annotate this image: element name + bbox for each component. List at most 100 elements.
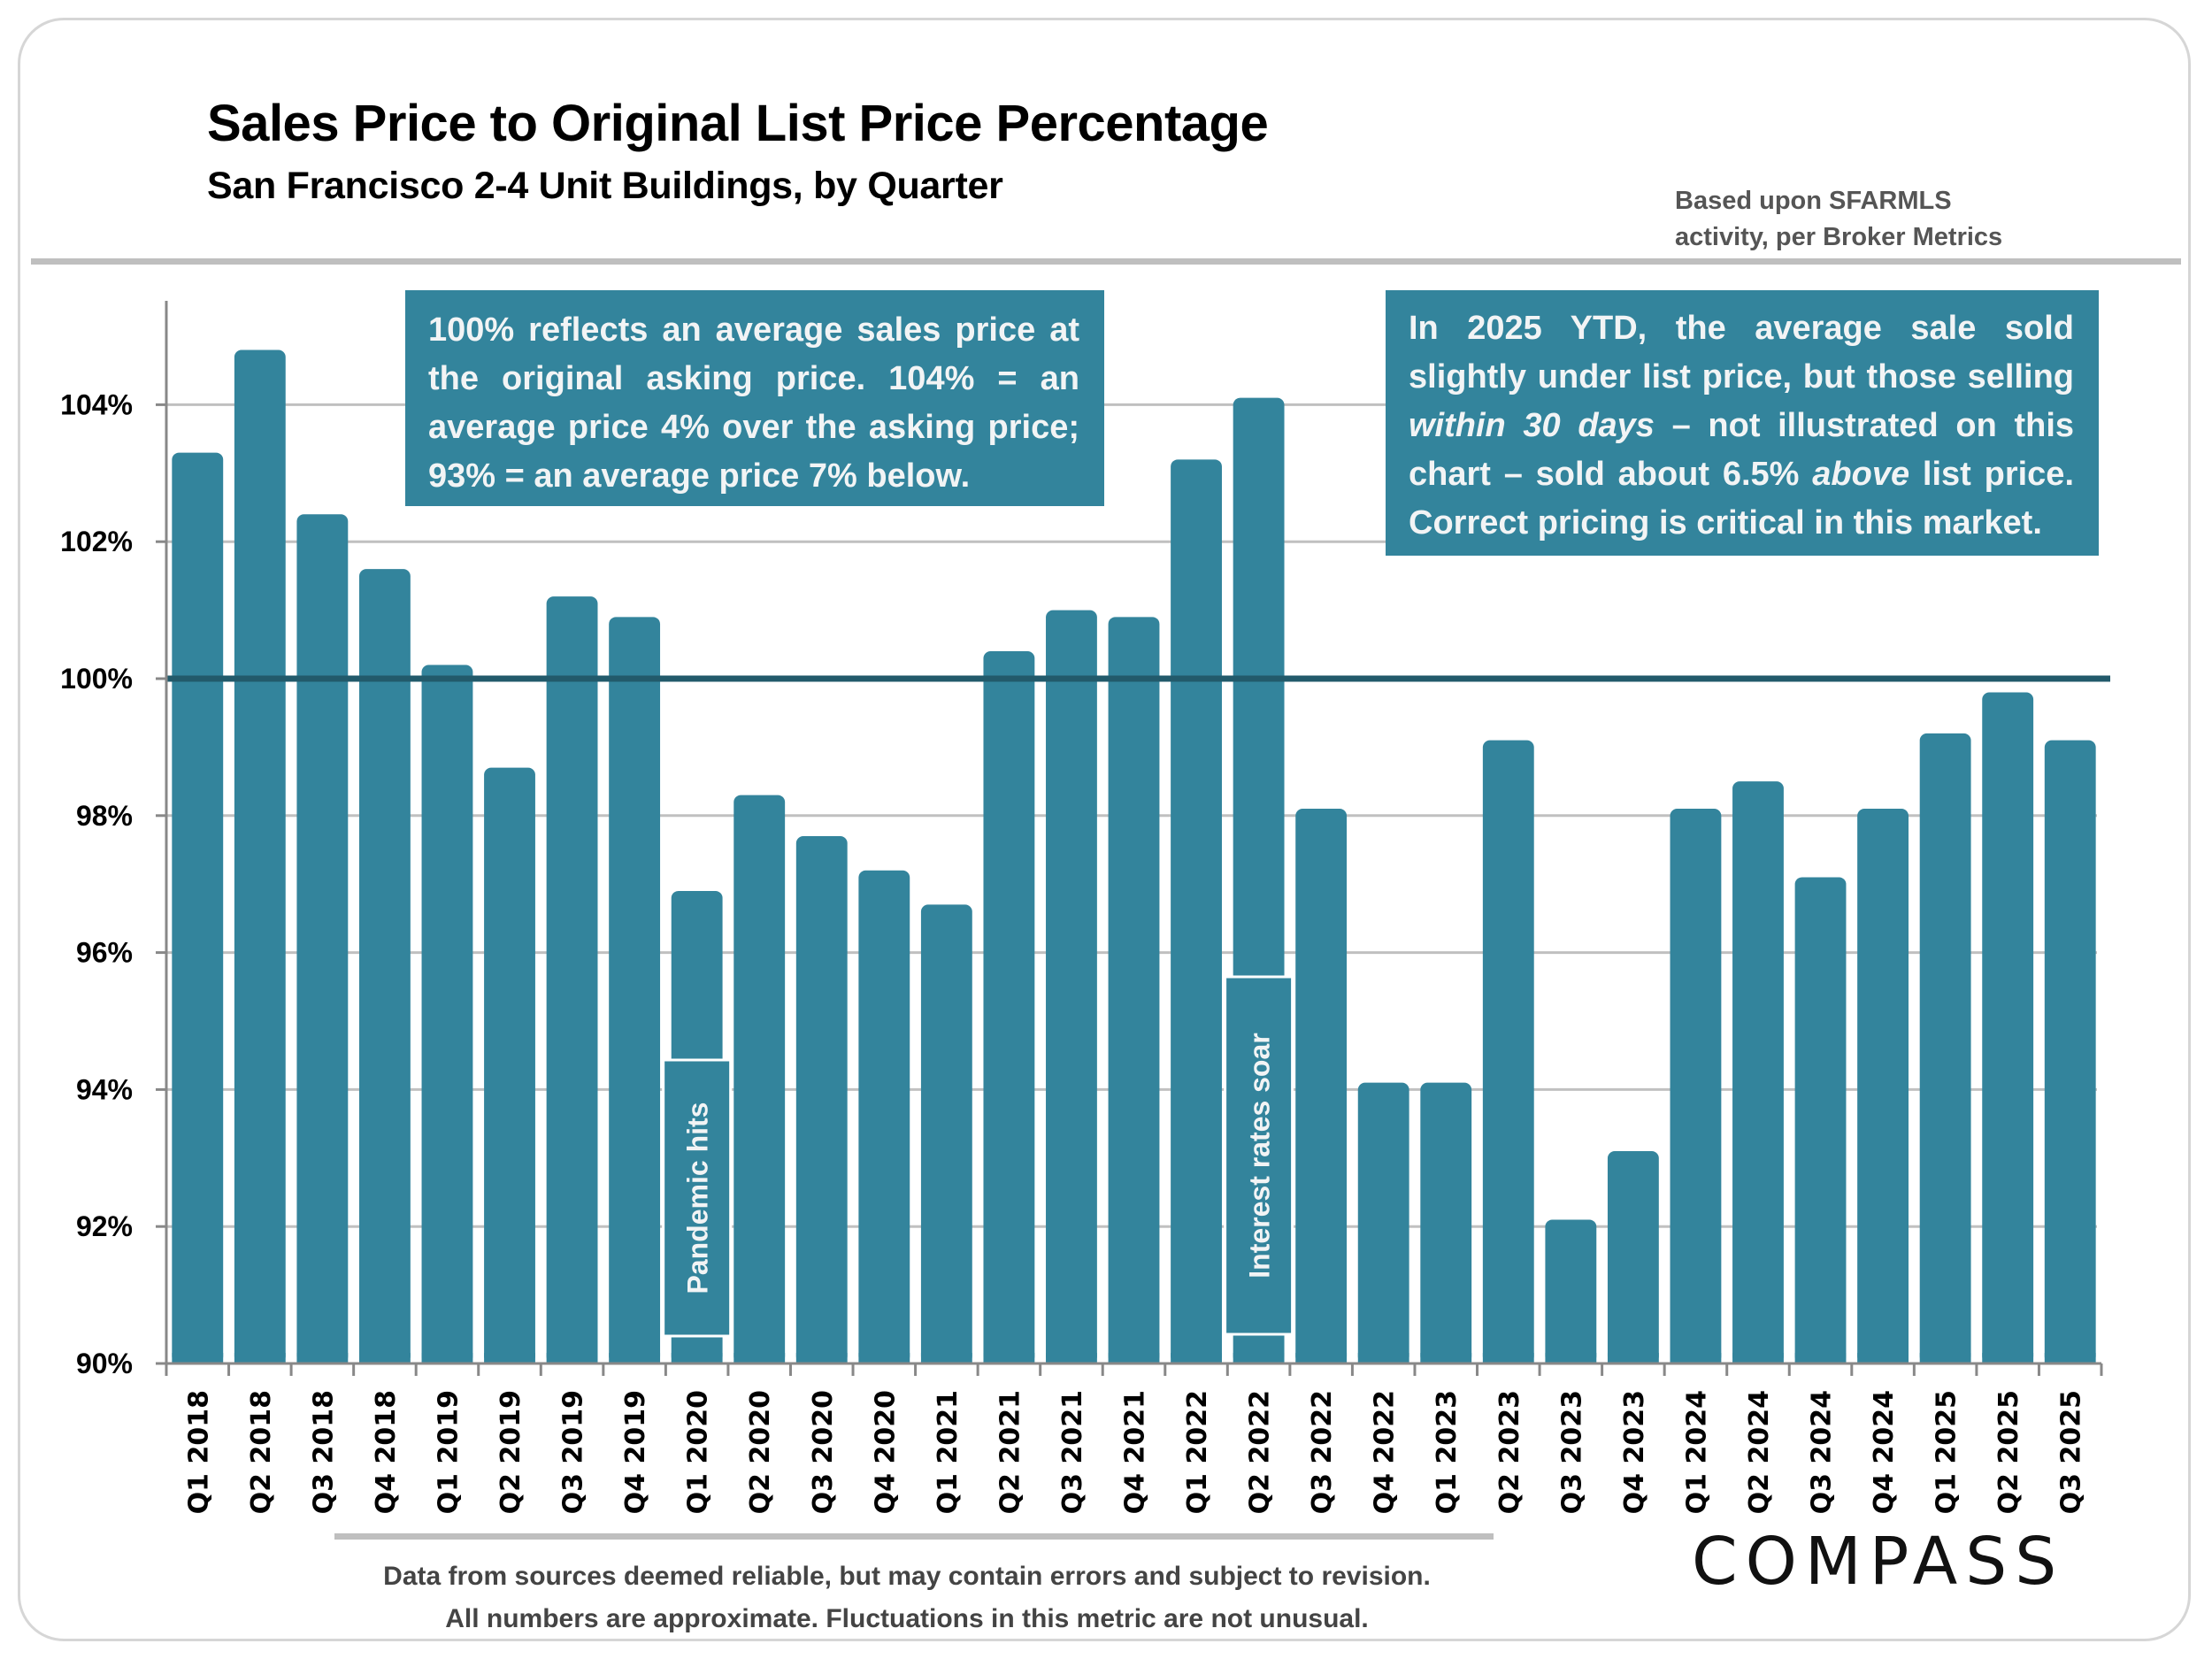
x-tick-label: Q4 2024 [1869,1390,1900,1514]
x-tick-label: Q1 2019 [433,1390,464,1514]
y-tick-label: 100% [60,663,133,695]
compass-logo: COMPASS [1692,1524,2065,1600]
bar-annotations: Pandemic hits Interest rates soar [662,975,1294,1338]
bar-base [920,1353,972,1363]
bar-base [2044,1353,2096,1363]
bar-base [1732,1353,1784,1363]
x-tick-label: Q1 2021 [933,1390,964,1514]
bar [1919,733,1971,1363]
y-tick-label: 94% [76,1073,133,1105]
x-tick-label: Q3 2022 [1307,1390,1338,1514]
bar-base [234,1353,286,1363]
bar-base [858,1353,910,1363]
bar [1794,877,1847,1363]
x-tick-label: Q1 2018 [183,1390,214,1514]
note-emphasis: above [1812,456,1910,493]
source-note: Based upon SFARMLS activity, per Broker … [1675,183,2002,256]
bar-base [1857,1353,1909,1363]
bar-base [609,1353,661,1363]
x-tick-label: Q2 2025 [1993,1390,2024,1514]
y-tick-label: 98% [76,800,133,832]
bar [920,904,972,1363]
x-tick-label: Q4 2021 [1120,1390,1151,1514]
y-tick-label: 104% [60,388,133,420]
x-tick-label: Q2 2021 [995,1390,1025,1514]
x-tick-label: Q2 2018 [246,1390,277,1514]
x-tick-label: Q4 2019 [620,1390,651,1514]
x-tick-label: Q2 2023 [1494,1390,1525,1514]
bar-base [1357,1353,1409,1363]
bar-base [1233,1353,1285,1363]
bar [1046,610,1097,1363]
bar-base [1919,1353,1971,1363]
bar [1420,1082,1472,1363]
bar [1607,1151,1659,1363]
bar-base [671,1353,723,1363]
bar [1732,781,1784,1363]
footer-divider [334,1533,1494,1540]
bar [1295,809,1348,1363]
disclaimer-line-2: All numbers are approximate. Fluctuation… [445,1604,1369,1633]
bar [609,617,661,1363]
x-tick-label: Q2 2019 [495,1390,526,1514]
bar-base [421,1353,473,1363]
x-tick-label: Q1 2023 [1432,1390,1463,1514]
bar [358,569,411,1363]
bar [484,767,535,1363]
x-tick-label: Q2 2020 [745,1390,776,1514]
bar-base [1420,1353,1472,1363]
x-tick-label: Q2 2022 [1245,1390,1276,1514]
bar [546,596,598,1363]
bar-base [296,1353,349,1363]
x-tick-label: Q4 2022 [1370,1390,1401,1514]
bar-base [1171,1353,1222,1363]
x-tick-label: Q1 2025 [1932,1390,1962,1514]
bar-base [172,1353,224,1363]
bar [983,651,1035,1363]
disclaimer-line-1: Data from sources deemed reliable, but m… [383,1562,1431,1591]
bar [1670,809,1722,1363]
bar [296,514,349,1363]
bar-base [1794,1353,1847,1363]
annotation-box [662,1058,733,1338]
x-tick-label: Q3 2021 [1057,1390,1088,1514]
bar [234,349,286,1364]
x-tick-label: Q1 2022 [1182,1390,1213,1514]
bar-base [546,1353,598,1363]
annotation-box-2025-summary: In 2025 YTD, the average sale sold sligh… [1386,290,2099,556]
annotation-box-explanation: 100% reflects an average sales price at … [405,290,1104,506]
y-tick-label: 102% [60,526,133,557]
x-tick-label: Q3 2025 [2056,1390,2087,1514]
bar-base [1982,1353,2034,1363]
bar [1357,1082,1409,1363]
x-tick-label: Q4 2020 [870,1390,901,1514]
note-text: – not illustrated on this chart – sold a… [1409,407,2075,493]
x-tick-label: Q4 2023 [1619,1390,1650,1514]
annotation-box [1224,975,1294,1336]
axes [156,301,2103,1376]
x-tick-label: Q3 2023 [1556,1390,1587,1514]
note-text: list price. Correct pricing is critical … [1409,456,2074,541]
header-divider [31,258,2181,265]
y-tick-label: 90% [76,1348,133,1379]
annotation-label: Pandemic hits [682,1102,714,1294]
bar-base [1295,1353,1348,1363]
bar-base [733,1353,786,1363]
bar [1108,617,1160,1363]
chart-subtitle: San Francisco 2-4 Unit Buildings, by Qua… [207,165,1003,207]
bar-base [358,1353,411,1363]
bar-base [1482,1353,1534,1363]
disclaimer: Data from sources deemed reliable, but m… [319,1555,1495,1640]
bar-base [795,1353,848,1363]
x-tick-label: Q2 2024 [1744,1390,1775,1514]
x-tick-label: Q3 2020 [808,1390,839,1514]
bar-base [1046,1353,1097,1363]
bar [2044,740,2096,1363]
bar-base [1108,1353,1160,1363]
y-tick-label: 92% [76,1210,133,1242]
bar-base [484,1353,535,1363]
x-tick-label: Q3 2024 [1807,1390,1838,1514]
bar-base [1607,1353,1659,1363]
bar-base [983,1353,1035,1363]
